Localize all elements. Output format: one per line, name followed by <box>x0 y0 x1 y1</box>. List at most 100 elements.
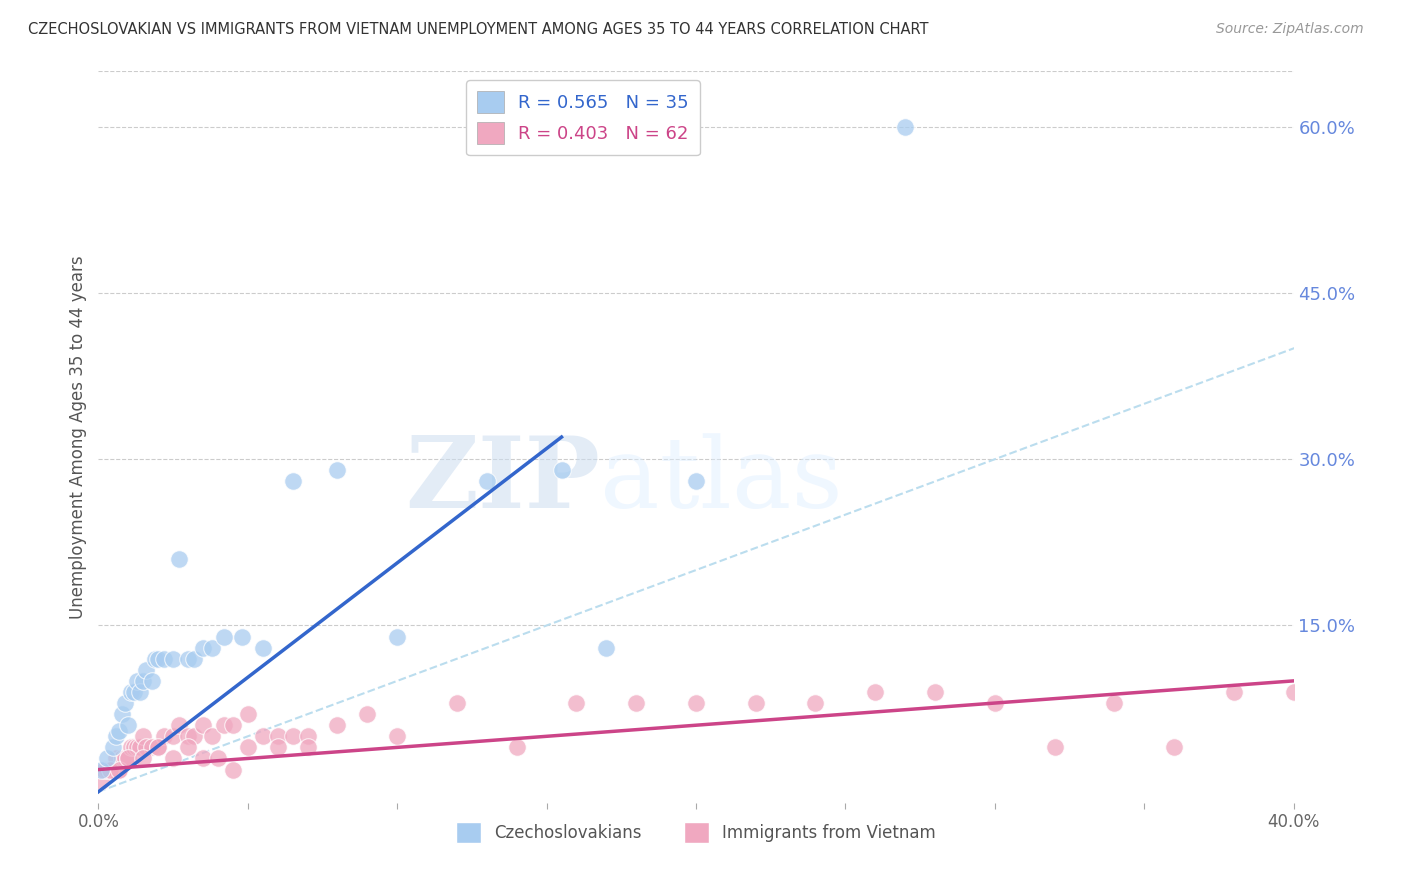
Point <box>267 729 290 743</box>
Point <box>236 740 259 755</box>
Point <box>297 740 319 755</box>
Point <box>117 751 139 765</box>
Point <box>111 707 134 722</box>
Point <box>96 751 118 765</box>
Point <box>132 751 155 765</box>
Point <box>595 640 617 655</box>
Point <box>281 475 304 489</box>
Point <box>865 685 887 699</box>
Point <box>132 729 155 743</box>
Point <box>148 651 170 665</box>
Point <box>297 729 319 743</box>
Point <box>1104 696 1126 710</box>
Point <box>135 740 157 755</box>
Point <box>894 120 917 134</box>
Point <box>1043 740 1066 755</box>
Point <box>117 751 139 765</box>
Point <box>231 630 253 644</box>
Point <box>90 773 112 788</box>
Point <box>141 673 163 688</box>
Point <box>141 740 163 755</box>
Point <box>207 751 229 765</box>
Point <box>127 740 149 755</box>
Point <box>506 740 529 755</box>
Point <box>212 718 235 732</box>
Text: atlas: atlas <box>600 434 844 529</box>
Point <box>167 552 190 566</box>
Point <box>446 696 468 710</box>
Point <box>804 696 827 710</box>
Point <box>685 696 707 710</box>
Point <box>153 729 176 743</box>
Point <box>162 751 184 765</box>
Point <box>326 463 349 477</box>
Point <box>326 718 349 732</box>
Point <box>143 651 166 665</box>
Point <box>124 740 146 755</box>
Point <box>191 751 214 765</box>
Point <box>162 729 184 743</box>
Text: CZECHOSLOVAKIAN VS IMMIGRANTS FROM VIETNAM UNEMPLOYMENT AMONG AGES 35 TO 44 YEAR: CZECHOSLOVAKIAN VS IMMIGRANTS FROM VIETN… <box>28 22 928 37</box>
Text: ZIP: ZIP <box>405 433 600 530</box>
Point <box>120 740 142 755</box>
Point <box>167 718 190 732</box>
Point <box>745 696 768 710</box>
Point <box>135 663 157 677</box>
Point <box>183 651 205 665</box>
Point <box>98 763 122 777</box>
Point <box>1282 685 1305 699</box>
Point <box>103 763 125 777</box>
Point <box>685 475 707 489</box>
Point <box>550 463 572 477</box>
Point <box>90 763 112 777</box>
Point <box>191 640 214 655</box>
Point <box>103 740 125 755</box>
Point <box>124 685 146 699</box>
Point <box>148 740 170 755</box>
Point <box>127 673 149 688</box>
Point <box>111 751 134 765</box>
Point <box>201 640 224 655</box>
Point <box>108 723 131 738</box>
Point <box>201 729 224 743</box>
Point <box>177 740 200 755</box>
Point <box>114 696 136 710</box>
Point <box>177 729 200 743</box>
Point <box>984 696 1007 710</box>
Point <box>105 729 128 743</box>
Point <box>1163 740 1185 755</box>
Point <box>252 640 274 655</box>
Point <box>924 685 946 699</box>
Legend: Czechoslovakians, Immigrants from Vietnam: Czechoslovakians, Immigrants from Vietna… <box>450 815 942 849</box>
Point <box>105 751 128 765</box>
Point <box>267 740 290 755</box>
Point <box>93 763 115 777</box>
Point <box>148 740 170 755</box>
Point <box>222 763 245 777</box>
Point <box>191 718 214 732</box>
Point <box>114 751 136 765</box>
Point <box>236 707 259 722</box>
Point <box>222 718 245 732</box>
Point <box>356 707 378 722</box>
Point <box>183 729 205 743</box>
Text: Source: ZipAtlas.com: Source: ZipAtlas.com <box>1216 22 1364 37</box>
Point <box>129 685 152 699</box>
Point <box>626 696 648 710</box>
Point <box>385 630 409 644</box>
Point <box>252 729 274 743</box>
Point <box>117 718 139 732</box>
Point <box>281 729 304 743</box>
Point <box>162 651 184 665</box>
Point <box>177 651 200 665</box>
Point <box>132 673 155 688</box>
Point <box>120 685 142 699</box>
Point <box>129 740 152 755</box>
Point <box>385 729 409 743</box>
Point <box>96 763 118 777</box>
Point <box>108 763 131 777</box>
Point <box>212 630 235 644</box>
Y-axis label: Unemployment Among Ages 35 to 44 years: Unemployment Among Ages 35 to 44 years <box>69 255 87 619</box>
Point <box>475 475 498 489</box>
Point <box>153 651 176 665</box>
